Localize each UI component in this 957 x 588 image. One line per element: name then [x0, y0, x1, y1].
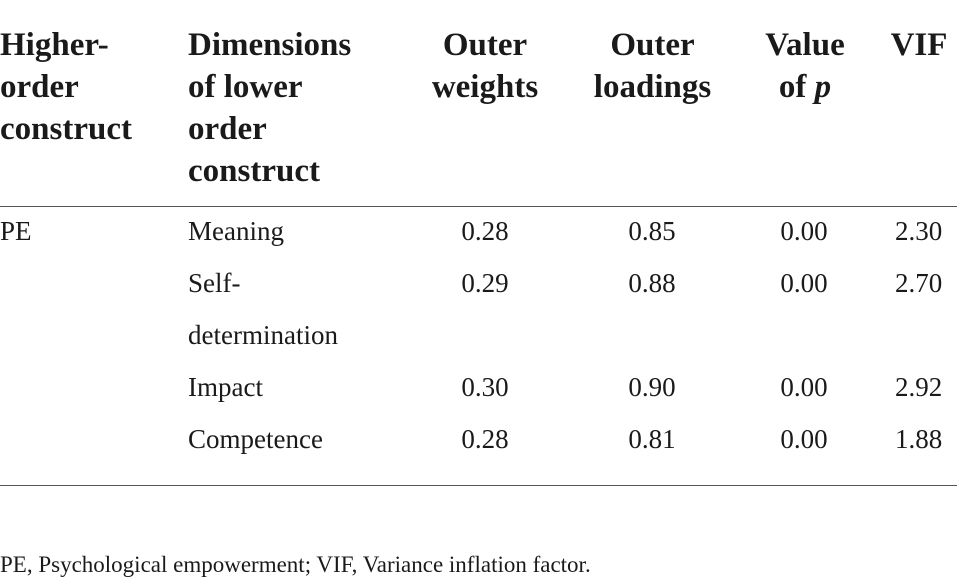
- row-p-value: 0.00: [780, 424, 828, 454]
- header-outer-weights: Outer weights: [431, 27, 539, 105]
- row-outer-weights: 0.28: [461, 424, 509, 454]
- row-outer-loadings: 0.81: [628, 424, 676, 454]
- row-vif: 1.88: [895, 424, 943, 454]
- row-outer-loadings: 0.88: [628, 268, 676, 298]
- row-p-value: 0.00: [780, 268, 828, 298]
- row-dimension-cont: determination: [188, 320, 338, 350]
- row-dimension: Competence: [188, 424, 323, 454]
- table-footnote: PE, Psychological empowerment; VIF, Vari…: [0, 552, 591, 577]
- bottom-rule: [0, 485, 957, 486]
- header-p-value: Value of p: [765, 27, 845, 105]
- header-vif: VIF: [890, 27, 948, 63]
- row-dimension: Self-: [188, 268, 241, 298]
- row-p-value: 0.00: [780, 216, 828, 246]
- header-dimensions: Dimensions of lower order construct: [188, 27, 352, 189]
- row-dimension: Meaning: [188, 216, 284, 246]
- header-outer-loadings: Outer loadings: [593, 27, 712, 105]
- row-dimension: Impact: [188, 372, 263, 402]
- row-vif: 2.92: [895, 372, 943, 402]
- row-p-value: 0.00: [780, 372, 828, 402]
- row-outer-weights: 0.30: [461, 372, 509, 402]
- row-outer-weights: 0.28: [461, 216, 509, 246]
- row-outer-weights: 0.29: [461, 268, 509, 298]
- row-vif: 2.30: [895, 216, 943, 246]
- group-label-pe: PE: [0, 216, 32, 246]
- row-outer-loadings: 0.90: [628, 372, 676, 402]
- row-outer-loadings: 0.85: [628, 216, 676, 246]
- row-vif: 2.70: [895, 268, 943, 298]
- header-higher-order-construct: Higher- order construct: [0, 27, 132, 147]
- header-rule: [0, 206, 957, 207]
